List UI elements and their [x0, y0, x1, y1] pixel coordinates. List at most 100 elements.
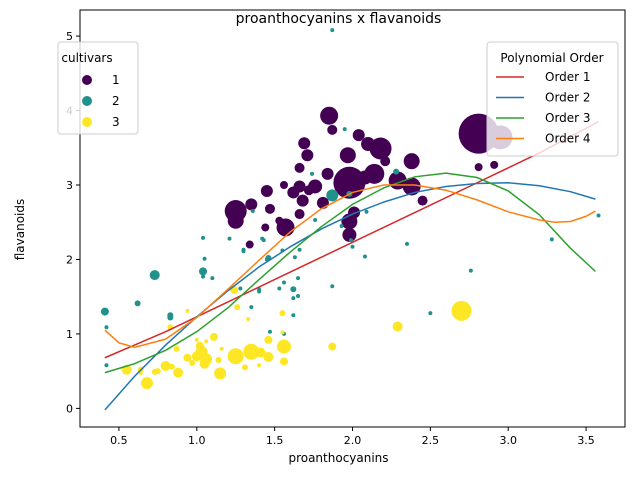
data-point	[326, 189, 339, 202]
data-point	[249, 305, 254, 310]
data-point	[201, 274, 206, 279]
data-point	[267, 329, 272, 334]
x-tick-label: 0.5	[110, 434, 128, 447]
data-point	[195, 341, 204, 350]
data-point	[277, 286, 282, 291]
data-point	[369, 137, 392, 160]
fit-line-order-2	[104, 182, 596, 411]
data-point	[296, 293, 300, 298]
data-point	[350, 244, 355, 249]
data-point	[250, 209, 255, 214]
data-point	[280, 330, 285, 335]
data-point	[316, 196, 329, 209]
data-point	[214, 367, 227, 380]
legend-marker	[82, 75, 92, 85]
data-point	[204, 339, 209, 344]
data-point	[490, 160, 499, 169]
fit-line-order-3	[104, 172, 596, 374]
series-1	[224, 106, 513, 249]
x-tick-label: 1.0	[188, 434, 206, 447]
data-point	[151, 368, 158, 375]
data-point	[392, 321, 403, 332]
legend-title: Polynomial Order	[500, 51, 603, 65]
plot-area	[100, 28, 601, 411]
data-point	[160, 360, 171, 371]
data-point	[191, 351, 202, 362]
data-point	[417, 195, 428, 206]
y-tick-label: 2	[66, 253, 73, 266]
data-point	[100, 307, 109, 316]
data-point	[298, 137, 311, 150]
data-point	[405, 241, 409, 246]
data-point	[327, 124, 338, 135]
data-point	[279, 357, 288, 366]
data-point	[104, 325, 109, 330]
data-point	[348, 238, 353, 243]
data-point	[364, 209, 369, 214]
legend-label: 1	[112, 73, 120, 87]
data-point	[264, 203, 275, 214]
data-point	[451, 300, 472, 321]
data-point	[293, 180, 306, 193]
data-point	[189, 359, 196, 366]
data-point	[342, 227, 357, 242]
y-tick-label: 5	[66, 30, 73, 43]
data-point	[357, 170, 372, 185]
data-point	[242, 364, 249, 371]
data-point	[279, 310, 286, 317]
data-point	[241, 249, 246, 254]
x-axis: 0.5 1.0 1.5 2.0 2.5 3.0 3.5	[110, 427, 595, 447]
series-3	[121, 285, 472, 390]
data-point	[362, 254, 367, 259]
legend-title: cultivars	[61, 51, 112, 65]
data-point	[199, 267, 208, 276]
data-point	[276, 339, 291, 354]
data-point	[596, 213, 601, 218]
x-tick-label: 3.5	[577, 434, 595, 447]
data-point	[238, 286, 243, 291]
data-point	[202, 256, 207, 261]
y-tick-label: 0	[66, 402, 73, 415]
data-point	[402, 177, 421, 196]
data-point	[292, 255, 297, 260]
data-point	[468, 268, 473, 273]
data-point	[296, 194, 309, 207]
data-point	[279, 180, 288, 189]
data-point	[380, 156, 391, 167]
data-point	[245, 198, 258, 211]
polynomial-order-legend: Polynomial Order Order 1 Order 2 Order 3 Or…	[486, 41, 619, 157]
data-point	[339, 147, 356, 164]
data-point	[428, 311, 433, 316]
data-point	[290, 286, 297, 293]
fit-line-order-4	[104, 184, 596, 349]
data-point	[297, 247, 302, 252]
legend-label: Order 1	[545, 70, 591, 84]
data-point	[149, 270, 160, 281]
data-point	[140, 377, 153, 390]
legend-label: Order 4	[545, 132, 591, 146]
data-point	[263, 352, 274, 362]
data-point	[243, 343, 260, 360]
data-point	[320, 106, 339, 125]
data-point	[261, 223, 270, 232]
data-point	[210, 276, 215, 281]
data-point	[281, 280, 286, 285]
data-point	[294, 209, 305, 220]
legend-label: Order 2	[545, 91, 591, 105]
data-point	[361, 137, 376, 152]
legend-frame	[57, 41, 139, 135]
data-point	[328, 342, 337, 351]
x-tick-label: 3.0	[499, 434, 517, 447]
data-point	[275, 216, 284, 225]
y-tick-label: 3	[66, 179, 73, 192]
chart-title: proanthocyanins x flavanoids	[236, 11, 442, 27]
data-point	[234, 304, 241, 311]
data-point	[260, 184, 273, 197]
legend-label: 2	[112, 94, 120, 108]
data-point	[255, 347, 266, 358]
data-point	[301, 149, 314, 162]
legend-marker	[82, 96, 92, 106]
data-point	[246, 317, 251, 322]
data-point	[403, 153, 420, 170]
data-point	[227, 236, 232, 241]
